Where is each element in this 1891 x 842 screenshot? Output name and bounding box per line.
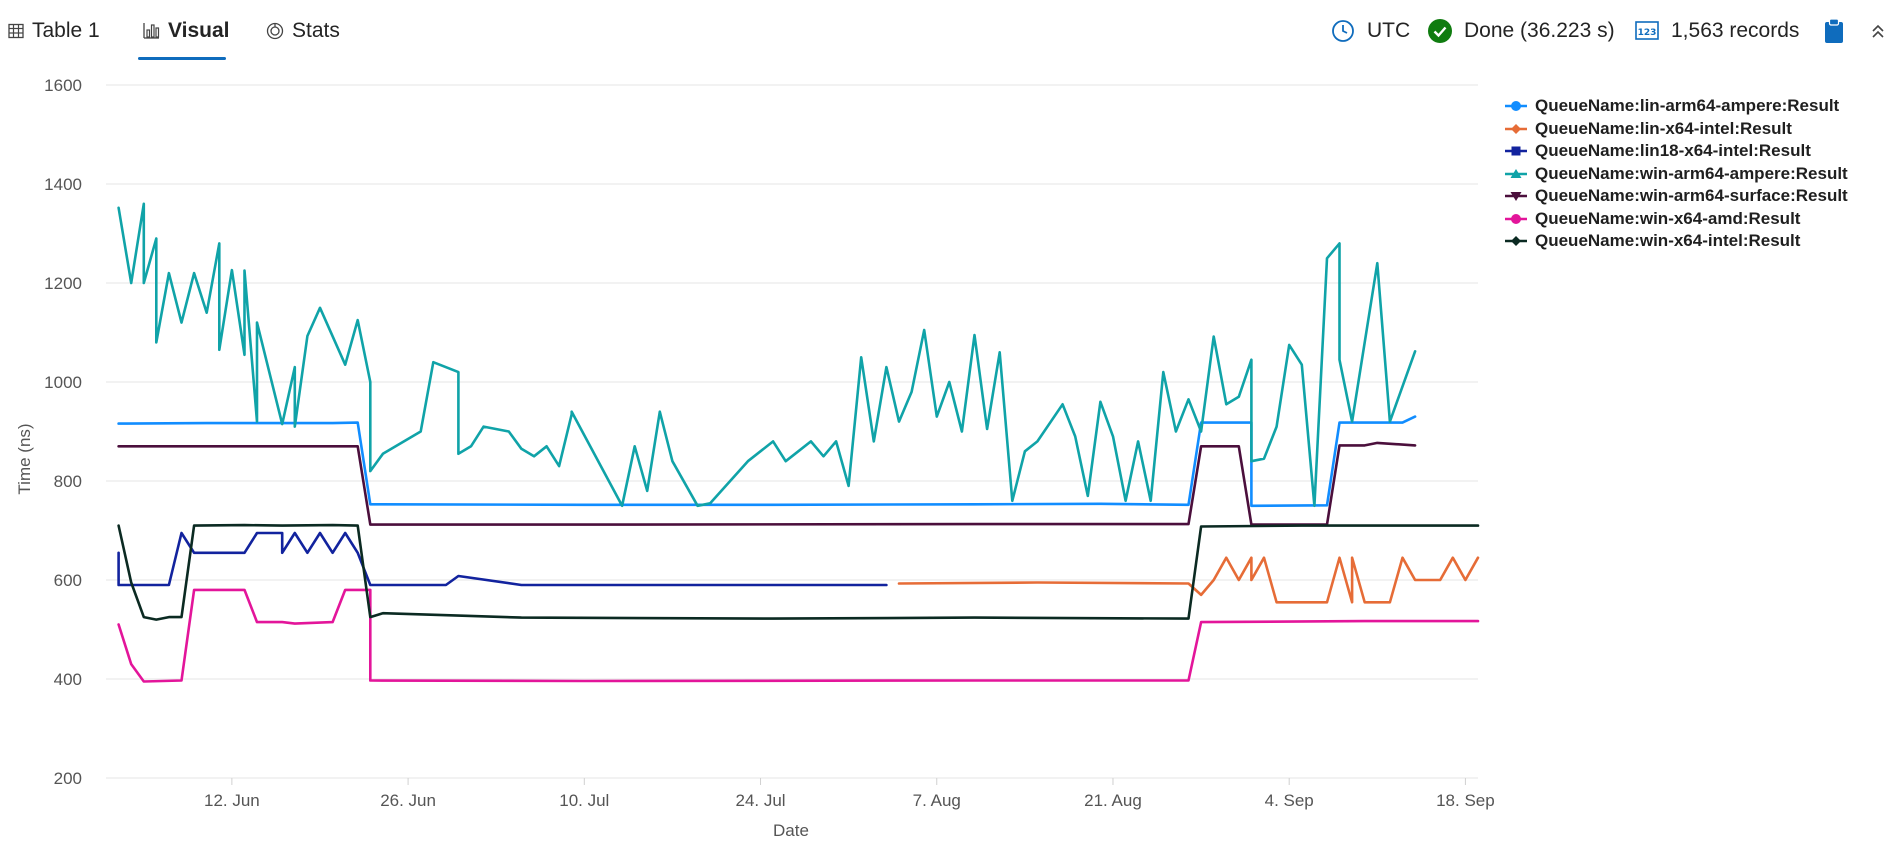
y-tick-label: 1600 xyxy=(44,76,82,95)
legend-marker-icon xyxy=(1505,166,1535,182)
chevron-double-up-icon xyxy=(1870,22,1886,40)
active-tab-indicator xyxy=(138,57,226,60)
x-tick-label: 4. Sep xyxy=(1265,791,1314,810)
success-check-icon xyxy=(1428,19,1452,43)
tab-table[interactable]: Table 1 xyxy=(8,14,100,48)
record-count-label: 1,563 records xyxy=(1671,19,1800,42)
legend-marker-icon xyxy=(1505,98,1535,114)
legend-marker-icon xyxy=(1505,143,1535,159)
bar-chart-icon xyxy=(142,22,160,40)
x-tick-label: 18. Sep xyxy=(1436,791,1495,810)
collapse-button[interactable] xyxy=(1870,14,1891,48)
y-tick-label: 600 xyxy=(54,571,82,590)
series-line-lin-arm64-ampere[interactable] xyxy=(117,415,1417,508)
x-axis-title: Date xyxy=(773,821,809,840)
y-axis-ticks: 200 400 600 800 1000 1200 1400 1600 xyxy=(44,76,82,788)
series-line-win-x64-intel[interactable] xyxy=(117,523,1480,621)
x-tick-label: 26. Jun xyxy=(380,791,436,810)
legend-label: QueueName:win-x64-intel:Result xyxy=(1535,231,1801,251)
line-chart: 200 400 600 800 1000 1200 1400 1600 12. Jun 26. … xyxy=(15,76,1495,840)
tab-visual-label: Visual xyxy=(168,19,230,42)
x-tick-label: 12. Jun xyxy=(204,791,260,810)
grid-lines xyxy=(106,84,1478,779)
legend-marker-icon xyxy=(1505,188,1535,204)
legend-item-win-arm64-ampere[interactable]: QueueName:win-arm64-ampere:Result xyxy=(1505,163,1848,186)
x-tick-label: 10. Jul xyxy=(559,791,609,810)
legend-label: QueueName:win-arm64-ampere:Result xyxy=(1535,163,1848,183)
y-axis-title: Time (ns) xyxy=(15,423,34,494)
tab-table-label: Table 1 xyxy=(32,19,100,42)
results-toolbar: Table 1 Visual Stats UTC Done (36.223 s)… xyxy=(0,0,1891,62)
legend-label: QueueName:lin18-x64-intel:Result xyxy=(1535,141,1811,161)
legend-item-lin18-x64-intel[interactable]: QueueName:lin18-x64-intel:Result xyxy=(1505,140,1848,163)
y-tick-label: 1400 xyxy=(44,175,82,194)
legend-label: QueueName:win-x64-amd:Result xyxy=(1535,208,1801,228)
legend-marker-icon xyxy=(1505,233,1535,249)
record-count: 123 1,563 records xyxy=(1635,14,1799,48)
legend-marker-icon xyxy=(1505,211,1535,227)
x-tick-label: 21. Aug xyxy=(1084,791,1142,810)
query-status: Done (36.223 s) xyxy=(1428,14,1615,48)
tab-visual[interactable]: Visual xyxy=(142,14,229,48)
stats-icon xyxy=(266,22,284,40)
x-tick-label: 7. Aug xyxy=(913,791,961,810)
series-layer xyxy=(117,202,1480,683)
legend-item-lin-x64-intel[interactable]: QueueName:lin-x64-intel:Result xyxy=(1505,118,1848,141)
x-axis-ticks: 12. Jun 26. Jun 10. Jul 24. Jul 7. Aug 21. Au… xyxy=(204,778,1495,810)
y-tick-label: 200 xyxy=(54,769,82,788)
x-tick-label: 24. Jul xyxy=(735,791,785,810)
clipboard-icon xyxy=(1824,18,1844,44)
legend-marker-icon xyxy=(1505,121,1535,137)
y-tick-label: 400 xyxy=(54,670,82,689)
y-tick-label: 1200 xyxy=(44,274,82,293)
legend-item-win-x64-intel[interactable]: QueueName:win-x64-intel:Result xyxy=(1505,230,1848,253)
copy-to-clipboard-button[interactable] xyxy=(1824,14,1856,48)
legend-label: QueueName:lin-x64-intel:Result xyxy=(1535,118,1792,138)
legend-item-win-arm64-surface[interactable]: QueueName:win-arm64-surface:Result xyxy=(1505,185,1848,208)
chart-legend: QueueName:lin-arm64-ampere:Result QueueNa… xyxy=(1505,95,1848,253)
series-line-win-arm64-ampere[interactable] xyxy=(117,202,1417,508)
legend-label: QueueName:win-arm64-surface:Result xyxy=(1535,186,1848,206)
number-icon: 123 xyxy=(1635,21,1659,41)
y-tick-label: 800 xyxy=(54,472,82,491)
table-icon xyxy=(8,23,24,39)
series-line-win-x64-amd[interactable] xyxy=(117,588,1480,683)
tab-stats-label: Stats xyxy=(292,19,340,42)
legend-item-win-x64-amd[interactable]: QueueName:win-x64-amd:Result xyxy=(1505,208,1848,231)
svg-text:123: 123 xyxy=(1638,28,1657,38)
clock-icon xyxy=(1331,19,1355,43)
timezone-indicator[interactable]: UTC xyxy=(1331,14,1410,48)
series-line-lin18-x64-intel[interactable] xyxy=(117,531,888,587)
tab-stats[interactable]: Stats xyxy=(266,14,340,48)
legend-label: QueueName:lin-arm64-ampere:Result xyxy=(1535,96,1840,116)
series-line-lin-x64-intel[interactable] xyxy=(897,556,1480,604)
y-tick-label: 1000 xyxy=(44,373,82,392)
series-line-win-arm64-surface[interactable] xyxy=(117,441,1417,526)
timezone-label: UTC xyxy=(1367,19,1411,42)
query-status-label: Done (36.223 s) xyxy=(1464,19,1615,42)
legend-item-lin-arm64-ampere[interactable]: QueueName:lin-arm64-ampere:Result xyxy=(1505,95,1848,118)
